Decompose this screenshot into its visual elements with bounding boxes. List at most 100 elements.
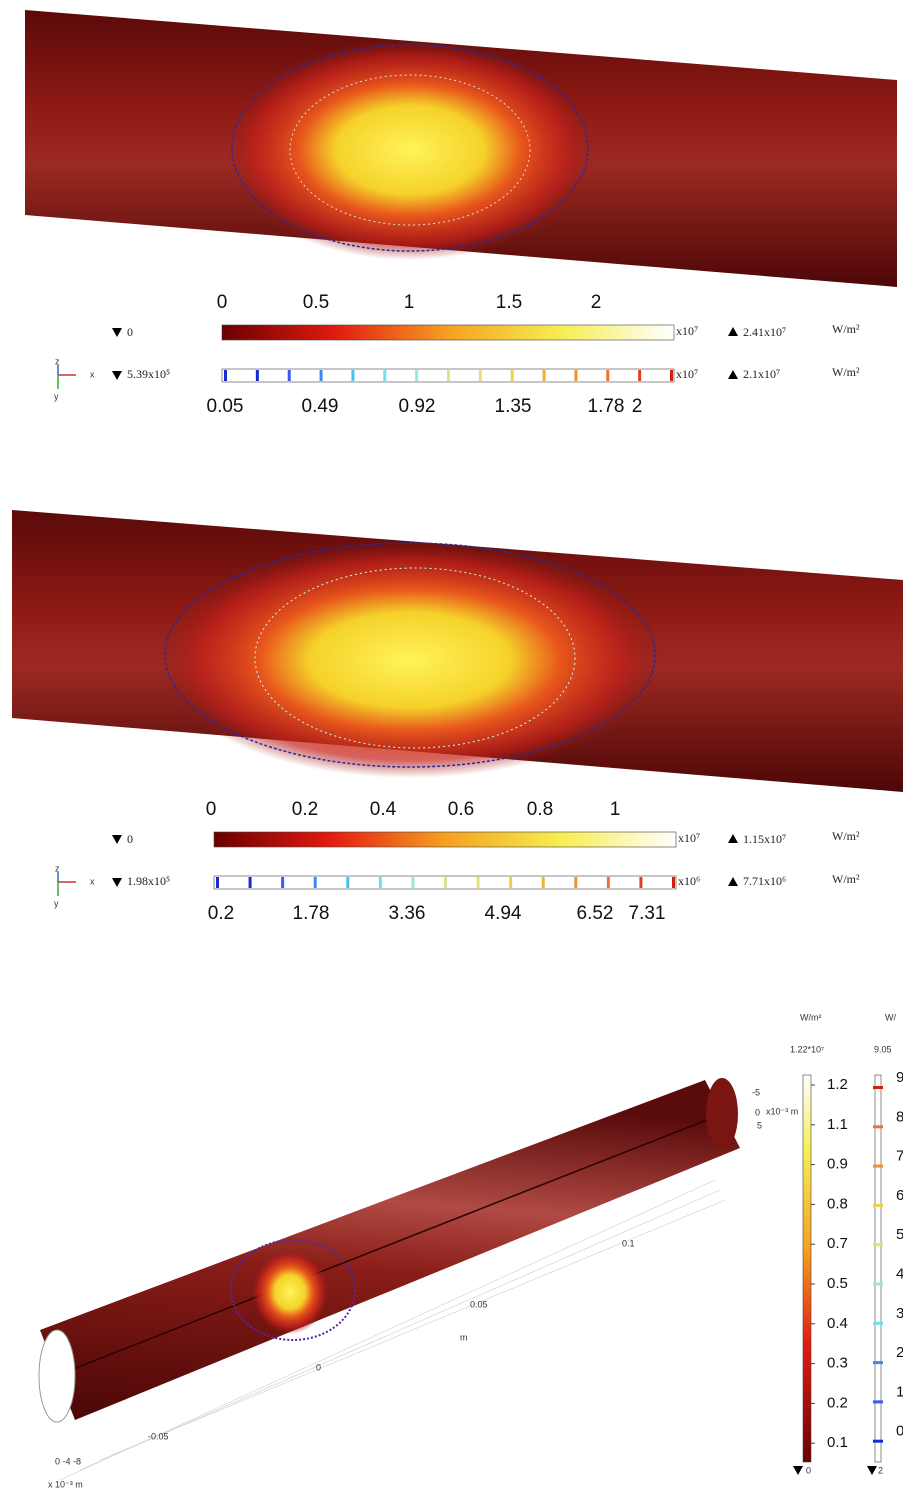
colorbar-tick-label: 0 [217,292,228,313]
colorbar-tick-label: 1 [404,292,415,313]
max-marker [728,834,738,843]
contour-tick-label: 0.49 [302,396,339,417]
contour-level [509,877,513,888]
contour-min: 1.98x10⁵ [127,874,170,888]
contour-tick-label: 3.36 [389,903,426,924]
colorbar-tick-label: 0.6 [448,799,474,820]
contour-level [606,877,610,888]
colorbar-tick-label: 0.4 [827,1315,848,1332]
contour [289,74,531,226]
axis-tick-label: 0.05 [470,1299,488,1309]
contour-min: 2 [878,1465,883,1475]
heat-spot [225,40,595,260]
contour-min: 5.39x10⁵ [127,367,170,381]
contour-level [444,877,447,888]
axis-label: x [90,876,95,886]
contour-tick-label: 3 [896,1305,903,1322]
min-marker [112,878,122,887]
contour-level [670,370,673,381]
colorbar-tick-label: 0.8 [827,1195,848,1212]
colorbar [802,1074,812,1463]
colorbar-tick-label: 0.4 [370,799,397,820]
contour-level [574,370,578,381]
contour-tick-label: 0.2 [208,903,234,924]
colorbar-max: 1.15x10⁷ [743,832,786,846]
contour [230,1239,356,1341]
contour-tick-label: 4.94 [485,903,522,924]
contour-level [873,1203,883,1207]
max-marker [728,370,738,379]
pipe-surface [40,1080,740,1420]
pipe-end [38,1329,76,1423]
contour-level [378,877,382,888]
colorbar-tick-label: 0.9 [827,1156,848,1173]
colorbar-tick-label: 1.5 [496,292,522,313]
min-marker [112,328,122,337]
ground-grid [59,1179,726,1481]
contour-tick-label: 1.78 [588,396,625,417]
colorbar-tick-label: 1 [610,799,621,820]
colorbar-min: 0 [127,832,133,846]
contour-tick-label: 0 [896,1423,903,1440]
axis-tick-label: 5 [757,1120,762,1130]
contour-tick-label: 0.05 [207,396,244,417]
contour-tick-label: 7 [896,1148,903,1165]
colorbar-tick-label: 0.5 [827,1275,848,1292]
contour-tick-label: 1.78 [293,903,330,924]
contour-tick-label: 2 [896,1344,903,1361]
axis-tick-label: 0.1 [622,1238,635,1248]
contour [254,567,576,749]
axis-label: y [54,391,59,401]
colorbar-tick-label: 0.8 [527,799,553,820]
colorbar-tick-label: 2 [591,292,602,313]
colorbar-max: 1.22*10⁷ [790,1044,824,1054]
unit: W/m² [832,365,860,379]
contour-level [415,370,419,381]
colorbar-multiplier: x10⁷ [676,324,698,338]
contour-level [447,370,450,381]
axis-label: y [54,898,59,908]
contour-level [319,370,323,381]
colorbar-min: 0 [127,325,133,339]
contour-level [224,370,227,381]
contour-level [873,1086,883,1089]
contour-tick-label: 1 [896,1383,903,1400]
contour-level [638,370,642,381]
max-marker [728,877,738,886]
contour-level [639,877,643,888]
colorbar-tick-label: 0.2 [292,799,318,820]
contour-max: 9.05 [874,1044,892,1054]
contour-tick-label: 6.52 [577,903,614,924]
axis-tick-label: x10⁻³ m [766,1106,798,1116]
contour-level [216,877,219,888]
contour-tick-label: 1.35 [495,396,532,417]
heat-spot [160,542,660,778]
contour-level [873,1282,883,1286]
contour-level [313,877,317,888]
colorbar-multiplier: x10⁷ [678,831,700,845]
axis-tick-label: x 10⁻³ m [48,1479,83,1489]
contour-level [411,877,415,888]
contour-level [873,1125,883,1129]
contour-level [542,370,546,381]
contour-tick-label: 5 [896,1226,903,1243]
axis-tick-label: 0 [316,1362,321,1372]
axis-tick-label: 0 -4 -8 [55,1456,81,1466]
unit: W/ [885,1012,896,1022]
contour-level [383,370,387,381]
axis-tick-label: 0 [755,1107,760,1117]
contour-level [248,877,252,888]
axis-label: z [55,356,60,366]
contour-tick-label: 6 [896,1187,903,1204]
colorbar-tick-label: 0 [206,799,217,820]
contour-tick-label: 4 [896,1265,903,1282]
contour-level [287,370,291,381]
colorbar-tick-label: 0.5 [303,292,329,313]
contour-level [873,1321,883,1325]
contour-level [873,1164,883,1168]
axis-label: z [55,863,60,873]
contour-tick-label: 2 [632,396,643,417]
contour-level [478,370,482,381]
